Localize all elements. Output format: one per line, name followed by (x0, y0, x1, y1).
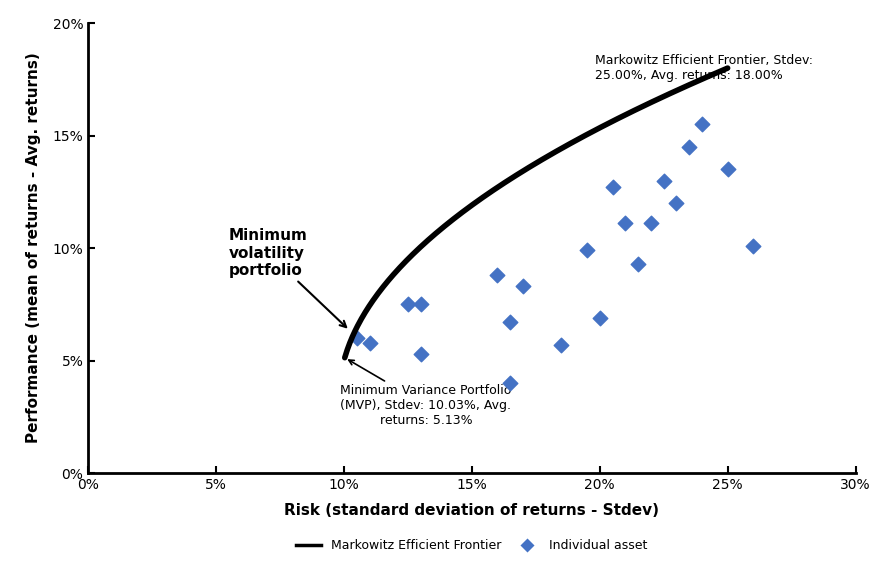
Point (631, 259, 645, 268)
Point (580, 246, 594, 255)
Point (746, 241, 760, 250)
Legend: Markowitz Efficient Frontier, Individual asset: Markowitz Efficient Frontier, Individual… (291, 534, 653, 557)
Text: Minimum
volatility
portfolio: Minimum volatility portfolio (228, 228, 346, 327)
Point (721, 165, 735, 174)
Point (414, 300, 428, 309)
Point (503, 379, 517, 388)
Point (656, 176, 671, 185)
Point (618, 219, 632, 228)
Point (554, 340, 568, 350)
Point (503, 318, 517, 327)
Point (490, 271, 505, 280)
Point (682, 143, 696, 152)
Point (605, 183, 619, 192)
Point (669, 198, 684, 208)
Y-axis label: Performance (mean of returns - Avg. returns): Performance (mean of returns - Avg. retu… (26, 53, 41, 444)
Point (593, 313, 607, 323)
X-axis label: Risk (standard deviation of returns - Stdev): Risk (standard deviation of returns - St… (284, 503, 660, 518)
Point (695, 120, 709, 129)
Point (349, 334, 363, 343)
Point (644, 219, 658, 228)
Text: Minimum Variance Portfolio
(MVP), Stdev: 10.03%, Avg.
returns: 5.13%: Minimum Variance Portfolio (MVP), Stdev:… (340, 360, 512, 426)
Text: Markowitz Efficient Frontier, Stdev:
25.00%, Avg. returns: 18.00%: Markowitz Efficient Frontier, Stdev: 25.… (594, 54, 812, 83)
Point (414, 349, 428, 358)
Point (516, 282, 530, 291)
Point (400, 300, 415, 309)
Point (363, 338, 377, 347)
